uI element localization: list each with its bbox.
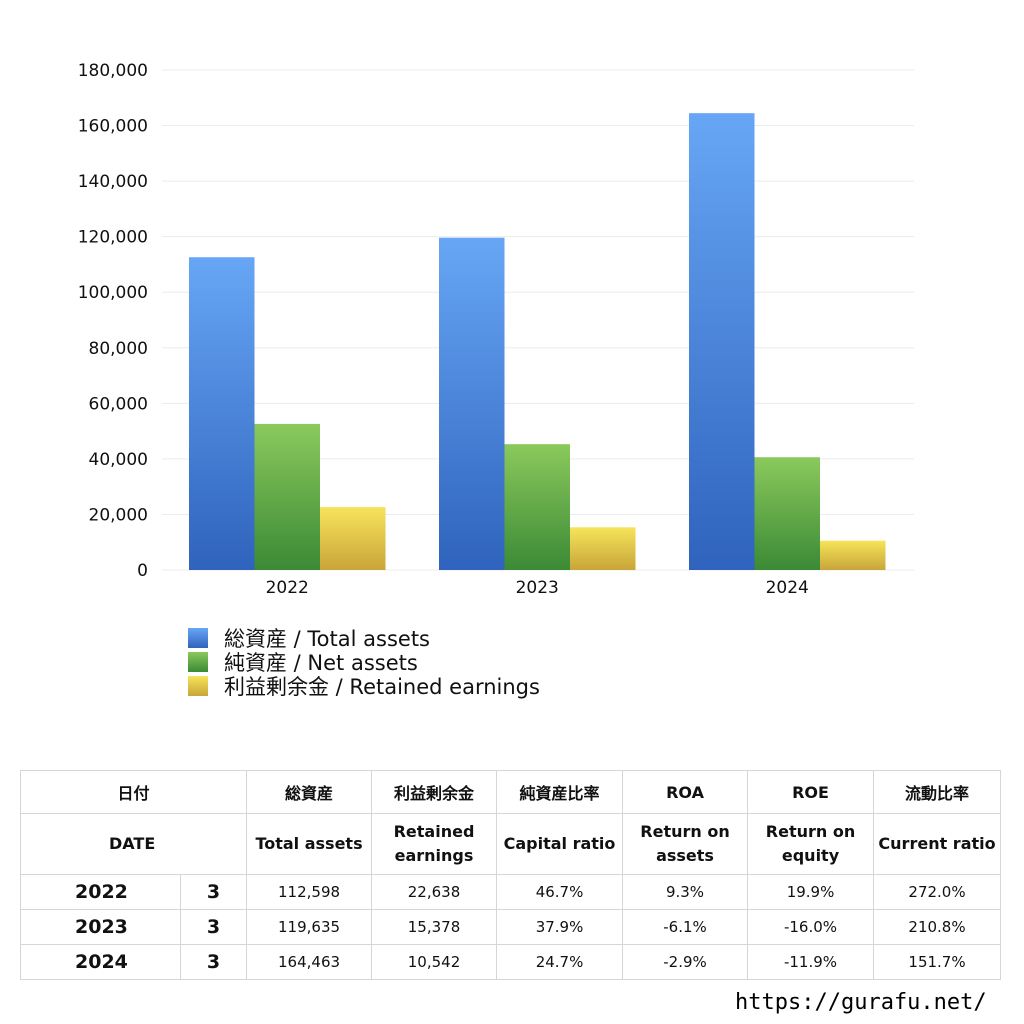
row-roa: 9.3% xyxy=(622,874,749,910)
header-roa-en: Return on assets xyxy=(622,813,749,875)
row-capital-ratio: 37.9% xyxy=(496,909,624,945)
y-tick-label: 120,000 xyxy=(78,228,148,248)
x-tick-label: 2022 xyxy=(266,578,309,598)
y-tick-label: 40,000 xyxy=(89,450,148,470)
x-tick-label: 2023 xyxy=(516,578,559,598)
row-month: 3 xyxy=(179,909,248,945)
bar-2024-series-1 xyxy=(754,457,820,570)
row-total-assets: 164,463 xyxy=(246,944,373,980)
chart-legend: 総資産 / Total assets 純資産 / Net assets 利益剰余… xyxy=(188,626,540,699)
row-month: 3 xyxy=(179,874,248,910)
row-retained: 15,378 xyxy=(371,909,498,945)
bar-2023-series-2 xyxy=(570,527,636,570)
y-tick-label: 100,000 xyxy=(78,283,148,303)
y-tick-label: 140,000 xyxy=(78,172,148,192)
header-current-ratio-en: Current ratio xyxy=(873,813,1002,875)
header-roe-jp: ROE xyxy=(747,770,875,814)
row-roa: -6.1% xyxy=(622,909,749,945)
row-total-assets: 119,635 xyxy=(246,909,373,945)
bar-2023-series-0 xyxy=(439,237,505,571)
legend-swatch-retained-earnings xyxy=(188,676,208,696)
table-header-row-jp: 日付 総資産 利益剰余金 純資産比率 ROA ROE 流動比率 xyxy=(19,770,1002,814)
legend-item-total-assets: 総資産 / Total assets xyxy=(188,626,540,651)
row-year: 2023 xyxy=(20,909,181,945)
y-tick-label: 0 xyxy=(137,561,148,581)
y-tick-label: 60,000 xyxy=(89,394,148,414)
legend-item-net-assets: 純資産 / Net assets xyxy=(188,650,540,675)
row-roe: 19.9% xyxy=(747,874,875,910)
header-total-assets-jp: 総資産 xyxy=(246,770,373,814)
row-roe: -16.0% xyxy=(747,909,875,945)
legend-swatch-net-assets xyxy=(188,652,208,672)
row-month: 3 xyxy=(179,944,248,980)
row-retained: 10,542 xyxy=(371,944,498,980)
header-date-jp: 日付 xyxy=(19,770,248,814)
bar-2022-series-0 xyxy=(189,257,255,570)
x-tick-label: 2024 xyxy=(766,578,809,598)
row-current-ratio: 151.7% xyxy=(873,944,1002,980)
x-axis-tick-labels: 2022 2023 2024 xyxy=(266,578,809,598)
header-retained-en: Retained earnings xyxy=(371,813,498,875)
row-capital-ratio: 46.7% xyxy=(496,874,624,910)
table-header-row-en: DATE Total assets Retained earnings Capi… xyxy=(19,813,1002,875)
table-row: 2024 3 164,463 10,542 24.7% -2.9% -11.9%… xyxy=(20,944,1002,980)
legend-label-total-assets: 総資産 / Total assets xyxy=(224,627,430,651)
legend-item-retained-earnings: 利益剰余金 / Retained earnings xyxy=(188,674,540,699)
header-retained-jp: 利益剰余金 xyxy=(371,770,498,814)
bar-2024-series-0 xyxy=(689,113,755,571)
y-tick-label: 180,000 xyxy=(78,61,148,81)
header-date-en: DATE xyxy=(19,813,248,875)
row-capital-ratio: 24.7% xyxy=(496,944,624,980)
bar-2023-series-1 xyxy=(504,444,570,570)
row-current-ratio: 272.0% xyxy=(873,874,1002,910)
bar-2022-series-2 xyxy=(320,507,386,570)
row-roa: -2.9% xyxy=(622,944,749,980)
source-url: https://gurafu.net/ xyxy=(735,990,987,1015)
table-row: 2022 3 112,598 22,638 46.7% 9.3% 19.9% 2… xyxy=(20,874,1002,910)
header-capital-ratio-en: Capital ratio xyxy=(496,813,624,875)
row-year: 2024 xyxy=(20,944,181,980)
table-row: 2023 3 119,635 15,378 37.9% -6.1% -16.0%… xyxy=(20,909,1002,945)
legend-swatch-total-assets xyxy=(188,628,208,648)
row-current-ratio: 210.8% xyxy=(873,909,1002,945)
header-roe-en: Return on equity xyxy=(747,813,875,875)
row-year: 2022 xyxy=(20,874,181,910)
bar-2022-series-1 xyxy=(254,423,320,570)
bar-2024-series-2 xyxy=(820,540,886,570)
bar-chart: 0 20,000 40,000 60,000 80,000 100,000 120,000 1… xyxy=(78,61,914,598)
financial-table: 日付 総資産 利益剰余金 純資産比率 ROA ROE 流動比率 DATE Tot… xyxy=(19,770,1002,980)
header-roa-jp: ROA xyxy=(622,770,749,814)
y-tick-label: 80,000 xyxy=(89,339,148,359)
bars xyxy=(189,113,886,571)
y-tick-label: 20,000 xyxy=(89,505,148,525)
row-total-assets: 112,598 xyxy=(246,874,373,910)
row-retained: 22,638 xyxy=(371,874,498,910)
row-roe: -11.9% xyxy=(747,944,875,980)
header-capital-ratio-jp: 純資産比率 xyxy=(496,770,624,814)
y-axis-tick-labels: 0 20,000 40,000 60,000 80,000 100,000 120,000 1… xyxy=(78,61,148,581)
legend-label-retained-earnings: 利益剰余金 / Retained earnings xyxy=(224,675,540,699)
header-current-ratio-jp: 流動比率 xyxy=(873,770,1002,814)
header-total-assets-en: Total assets xyxy=(246,813,373,875)
legend-label-net-assets: 純資産 / Net assets xyxy=(224,651,418,675)
y-tick-label: 160,000 xyxy=(78,117,148,137)
